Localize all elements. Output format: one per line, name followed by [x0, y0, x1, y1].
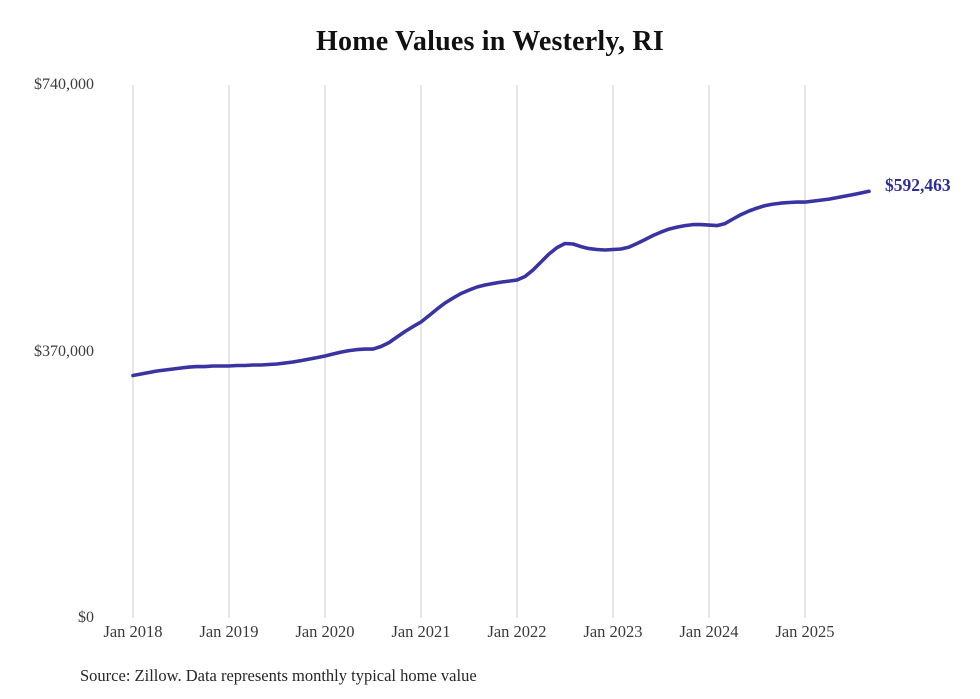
latest-value-label: $592,463 — [885, 175, 951, 195]
x-axis-label: Jan 2023 — [583, 622, 643, 641]
chart-title: Home Values in Westerly, RI — [316, 26, 664, 57]
y-axis-label: $0 — [78, 609, 94, 626]
x-axis-label: Jan 2025 — [775, 622, 835, 641]
x-axis-label: Jan 2022 — [487, 622, 547, 641]
home-value-line — [131, 189, 871, 378]
x-axis-label: Jan 2021 — [391, 622, 451, 641]
y-axis-label: $370,000 — [34, 342, 94, 360]
x-axis-label: Jan 2019 — [199, 622, 259, 641]
y-axis-label: $740,000 — [34, 76, 94, 93]
x-axis-label: Jan 2018 — [103, 622, 163, 641]
x-axis-label: Jan 2020 — [295, 622, 355, 641]
x-axis-label: Jan 2024 — [679, 622, 739, 641]
source-note: Source: Zillow. Data represents monthly … — [80, 666, 477, 685]
